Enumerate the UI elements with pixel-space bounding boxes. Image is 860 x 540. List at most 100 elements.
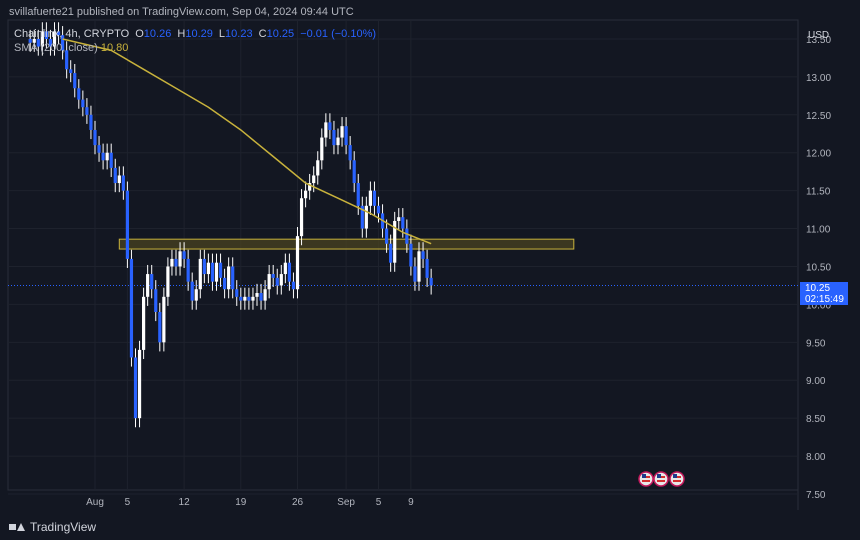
candle-body: [154, 289, 158, 312]
open-value: 10.26: [143, 28, 172, 40]
candle-body: [61, 35, 65, 51]
candle-body: [218, 262, 223, 278]
candle-body: [291, 281, 296, 290]
candle-body: [308, 183, 312, 191]
candle-body: [417, 251, 421, 282]
candle-body: [40, 31, 44, 47]
candle-body: [389, 243, 393, 263]
candle-body: [198, 258, 202, 290]
y-tick-label: 8.50: [806, 414, 826, 425]
ohlc-legend: Chainlink, 4h, CRYPTO O10.26 H10.29 L10.…: [14, 28, 379, 40]
candle-body: [304, 190, 308, 199]
us-flag-event-icon[interactable]: [638, 471, 654, 487]
x-tick-label: 19: [235, 497, 247, 508]
candle-body: [48, 38, 53, 47]
candle-body: [101, 152, 105, 161]
symbol-label[interactable]: Chainlink, 4h, CRYPTO: [14, 28, 130, 40]
tradingview-logo-icon: [9, 522, 25, 532]
candle-body: [425, 258, 429, 278]
candle-body: [324, 122, 328, 138]
candle-body: [56, 31, 61, 36]
open-label: O: [135, 28, 144, 40]
y-tick-label: 11.50: [806, 187, 831, 198]
y-tick-label: 9.50: [806, 338, 826, 349]
x-tick-label: 5: [376, 497, 382, 508]
candle-body: [223, 277, 227, 290]
candle-body: [397, 217, 401, 221]
candle-body: [364, 205, 368, 229]
candle-body: [170, 258, 174, 267]
candle-body: [287, 262, 291, 282]
candle-body: [105, 152, 109, 161]
y-tick-label: 13.00: [806, 73, 831, 84]
candle-body: [295, 236, 300, 290]
candles: [28, 22, 433, 428]
candle-body: [214, 262, 219, 282]
candle-body: [182, 251, 186, 259]
close-value: 10.25: [266, 28, 295, 40]
candle-body: [202, 258, 206, 275]
candle-body: [348, 145, 352, 161]
candle-body: [299, 198, 304, 237]
candle-body: [312, 175, 316, 184]
candle-body: [158, 311, 162, 343]
brand-name: TradingView: [30, 520, 97, 534]
publish-info: svillafuerte21 published on TradingView.…: [9, 6, 354, 18]
last-price-value: 10.25: [805, 283, 831, 294]
candle-body: [194, 289, 198, 301]
candle-body: [174, 258, 178, 267]
x-tick-label: 5: [125, 497, 131, 508]
candle-body: [429, 277, 433, 286]
close-label: C: [258, 28, 267, 40]
currency-label[interactable]: USD: [808, 30, 829, 41]
candle-body: [344, 126, 348, 146]
us-flag-event-icon[interactable]: [669, 471, 685, 487]
resistance-zone-layer: [118, 238, 575, 250]
candle-body: [231, 266, 235, 290]
candle-body: [340, 126, 344, 138]
tradingview-brand[interactable]: TradingView: [9, 520, 96, 534]
candle-body: [316, 160, 320, 176]
y-tick-label: 11.00: [806, 225, 831, 236]
price-axis: 13.50 13.00 12.50 12.00 11.50 11.00 10.50 10.00…: [806, 30, 831, 501]
candle-body: [81, 99, 85, 108]
candle-body: [129, 258, 134, 358]
candle-body: [320, 137, 324, 161]
sma-legend[interactable]: SMA (200, close) 10.80: [14, 42, 128, 54]
candle-body: [227, 266, 231, 290]
y-tick-label: 13.50: [806, 35, 831, 46]
candle-body: [166, 266, 170, 297]
y-tick-label: 12.50: [806, 111, 831, 122]
candle-body: [336, 137, 340, 146]
candle-body: [279, 274, 283, 286]
candle-body: [393, 220, 397, 263]
candle-body: [109, 152, 113, 168]
candle-body: [263, 289, 267, 301]
event-markers[interactable]: [638, 471, 685, 487]
candle-body: [186, 258, 190, 282]
candle-body: [73, 73, 77, 89]
x-tick-label: 26: [292, 497, 304, 508]
time-axis: Aug 5 12 19 26 Sep 5 9: [86, 497, 414, 508]
candle-body: [65, 50, 69, 70]
us-flag-event-icon[interactable]: [653, 471, 669, 487]
candle-body: [413, 266, 417, 282]
candle-body: [239, 296, 243, 301]
y-tick-label: 8.00: [806, 452, 826, 463]
candle-body: [251, 296, 255, 301]
sma-label: SMA (200, close): [14, 42, 98, 54]
y-tick-label: 10.00: [806, 300, 831, 311]
low-label: L: [218, 28, 226, 40]
resistance-zone[interactable]: [118, 238, 575, 250]
candle-body: [267, 274, 271, 290]
candle-body: [368, 190, 372, 206]
candle-body: [405, 228, 409, 244]
sma-line[interactable]: [62, 38, 432, 245]
candle-body: [28, 38, 32, 43]
y-tick-label: 9.00: [806, 376, 826, 387]
candle-body: [52, 31, 57, 47]
low-value: 10.23: [225, 28, 253, 40]
y-tick-label: 12.00: [806, 149, 831, 160]
